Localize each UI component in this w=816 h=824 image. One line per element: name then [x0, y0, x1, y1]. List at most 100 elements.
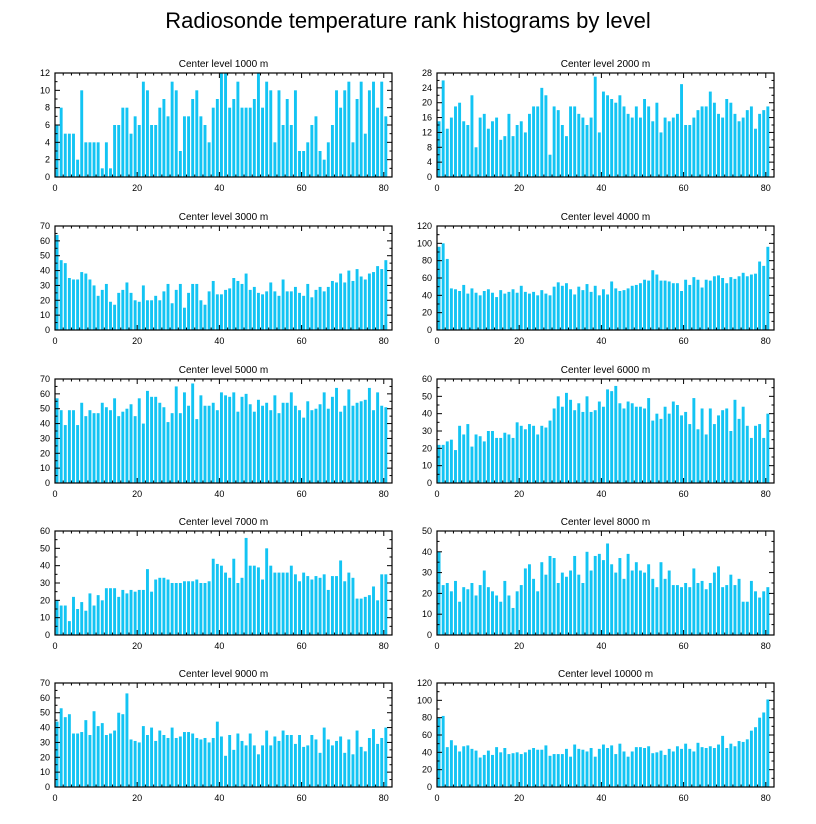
- histogram-bar: [462, 587, 466, 635]
- histogram-bar: [552, 558, 556, 635]
- histogram-bar: [67, 410, 71, 483]
- histogram-bar: [589, 748, 593, 787]
- histogram-bar: [565, 283, 568, 330]
- histogram-bar: [466, 424, 470, 483]
- x-tick-label: 80: [379, 183, 389, 193]
- histogram-bar: [581, 290, 585, 330]
- histogram-bar: [330, 745, 334, 787]
- histogram-bar: [573, 410, 577, 483]
- y-tick-label: 70: [40, 678, 50, 688]
- histogram-bar: [511, 753, 515, 787]
- histogram-bar: [178, 283, 182, 330]
- histogram-bar: [265, 548, 269, 635]
- histogram-bar: [76, 609, 80, 635]
- histogram-bar: [441, 243, 445, 330]
- histogram-bar: [289, 392, 293, 483]
- histogram-bar: [314, 116, 318, 177]
- panel-title: Center level 2000 m: [561, 59, 651, 70]
- histogram-bar: [367, 737, 371, 787]
- histogram-bar: [741, 601, 745, 635]
- x-tick-label: 0: [434, 183, 439, 193]
- histogram-bar: [708, 91, 712, 177]
- histogram-bar: [659, 280, 663, 330]
- histogram-bar: [347, 389, 351, 483]
- histogram-bar: [67, 133, 71, 177]
- histogram-bar: [754, 273, 757, 330]
- histogram-bar: [84, 610, 88, 635]
- histogram-bar: [721, 410, 725, 483]
- histogram-bar: [72, 133, 75, 177]
- histogram-bar: [104, 283, 108, 330]
- histogram-bar: [511, 607, 515, 635]
- histogram-bar: [215, 294, 219, 330]
- histogram-bar: [277, 572, 281, 635]
- histogram-bar: [766, 246, 770, 330]
- histogram-bar: [166, 283, 170, 330]
- histogram-bar: [133, 416, 137, 483]
- histogram-bar: [92, 142, 96, 177]
- histogram-panel: Center level 8000 m 0 20 40 60 80 0 10 20 30 40 50: [422, 517, 775, 651]
- histogram-bar: [298, 410, 301, 483]
- histogram-bar: [655, 752, 659, 787]
- histogram-bar: [376, 107, 380, 177]
- histogram-bar: [565, 136, 568, 177]
- y-tick-label: 30: [422, 426, 432, 436]
- histogram-panel: Center level 10000 m 0 20 40 60 80 0 20 40 60 80 10…: [417, 669, 775, 803]
- histogram-bar: [610, 745, 614, 787]
- histogram-bar: [359, 598, 363, 635]
- histogram-bar: [474, 750, 478, 787]
- histogram-bar: [339, 411, 343, 483]
- x-tick-label: 60: [679, 183, 689, 193]
- histogram-bar: [491, 431, 494, 483]
- histogram-bar: [478, 436, 482, 483]
- x-tick-label: 0: [52, 641, 57, 651]
- histogram-bar: [634, 747, 638, 787]
- histogram-bar: [269, 282, 273, 330]
- histogram-bar: [215, 99, 219, 177]
- y-tick-label: 40: [422, 747, 432, 757]
- histogram-bar: [104, 735, 108, 787]
- y-tick-label: 0: [427, 782, 432, 792]
- histogram-bar: [224, 73, 228, 177]
- histogram-bar: [565, 576, 568, 635]
- histogram-bar: [63, 133, 67, 177]
- histogram-bar: [187, 116, 191, 177]
- histogram-bar: [449, 740, 453, 787]
- y-tick-label: 12: [422, 127, 432, 137]
- histogram-bar: [552, 754, 556, 787]
- histogram-bar: [503, 432, 507, 483]
- histogram-bar: [675, 405, 679, 483]
- histogram-bar: [170, 413, 174, 483]
- histogram-bar: [458, 102, 462, 177]
- histogram-bar: [560, 572, 564, 635]
- histogram-bar: [244, 537, 248, 635]
- histogram-bar: [59, 605, 63, 635]
- histogram-bar: [211, 402, 215, 483]
- histogram-bar: [298, 735, 301, 787]
- histogram-bar: [437, 444, 441, 483]
- histogram-bar: [339, 273, 343, 330]
- histogram-bar: [721, 735, 725, 787]
- histogram-bar: [273, 736, 277, 787]
- histogram-bar: [59, 107, 63, 177]
- histogram-bar: [495, 595, 499, 635]
- y-tick-label: 120: [417, 678, 432, 688]
- y-tick-label: 0: [427, 325, 432, 335]
- histogram-bar: [717, 744, 720, 787]
- histogram-bar: [80, 732, 84, 787]
- histogram-bar: [191, 99, 195, 177]
- histogram-bar: [96, 142, 100, 177]
- histogram-bar: [733, 746, 737, 787]
- histogram-bar: [326, 589, 330, 635]
- histogram-bar: [285, 402, 289, 483]
- histogram-bar: [293, 286, 297, 330]
- y-tick-label: 80: [422, 256, 432, 266]
- histogram-bar: [663, 754, 667, 787]
- y-tick-label: 0: [427, 478, 432, 488]
- histogram-bar: [495, 297, 499, 330]
- histogram-bar: [146, 569, 149, 635]
- histogram-bar: [146, 300, 149, 330]
- histogram-bar: [63, 605, 67, 635]
- histogram-bar: [610, 281, 614, 330]
- histogram-bar: [285, 572, 289, 635]
